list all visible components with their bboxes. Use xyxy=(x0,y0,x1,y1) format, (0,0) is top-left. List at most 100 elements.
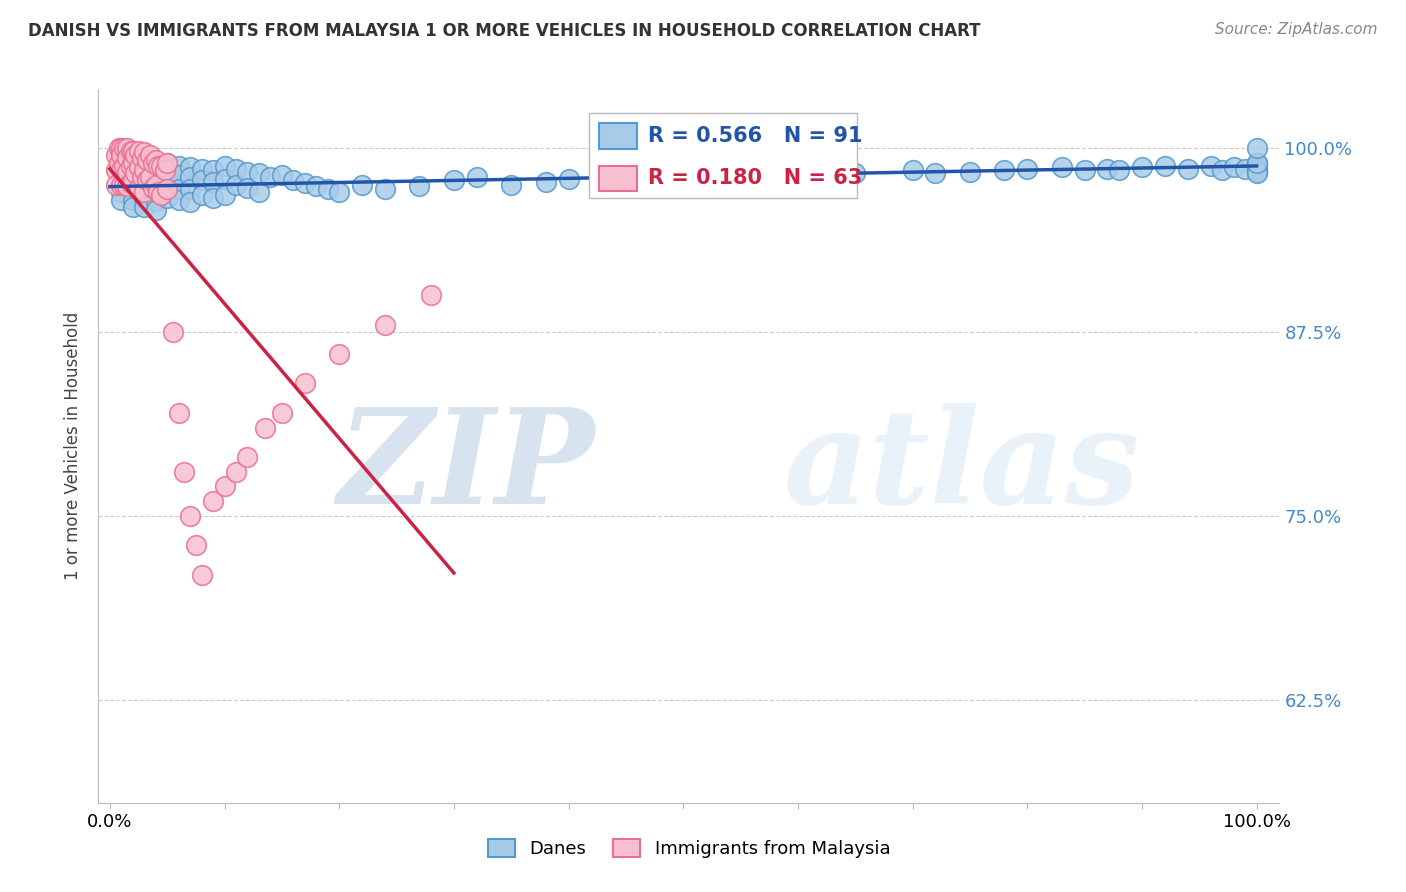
Point xyxy=(104,148,127,162)
Point xyxy=(1050,160,1073,174)
Text: atlas: atlas xyxy=(783,403,1140,532)
Point xyxy=(1246,166,1268,180)
Point xyxy=(420,288,443,302)
Point xyxy=(134,182,156,196)
Point xyxy=(135,173,157,187)
Point xyxy=(924,166,946,180)
Point xyxy=(190,188,212,202)
Point xyxy=(1246,141,1268,155)
FancyBboxPatch shape xyxy=(599,166,637,191)
Point xyxy=(247,185,270,199)
Point xyxy=(184,538,207,552)
Point xyxy=(145,185,167,199)
Point xyxy=(534,175,557,189)
Point xyxy=(1108,163,1130,178)
Point xyxy=(120,177,142,191)
Point xyxy=(121,193,143,207)
Point xyxy=(465,170,488,185)
Point xyxy=(236,164,259,178)
Point xyxy=(145,202,167,217)
Point xyxy=(1246,159,1268,173)
Point xyxy=(374,182,396,196)
Point xyxy=(110,148,132,162)
Point xyxy=(352,178,374,192)
Point xyxy=(179,508,201,523)
Point xyxy=(1199,159,1222,173)
Point xyxy=(108,141,131,155)
Point xyxy=(121,185,143,199)
Point xyxy=(259,170,281,185)
Point xyxy=(993,163,1015,178)
Point xyxy=(236,450,259,464)
Point xyxy=(374,318,396,332)
Point xyxy=(901,163,924,178)
Point xyxy=(124,166,146,180)
Point xyxy=(145,194,167,208)
Point xyxy=(104,178,127,192)
Text: Source: ZipAtlas.com: Source: ZipAtlas.com xyxy=(1215,22,1378,37)
Point xyxy=(1222,160,1244,174)
Point xyxy=(179,170,201,185)
Point xyxy=(247,166,270,180)
Point xyxy=(294,177,316,191)
Point xyxy=(124,148,146,162)
Point xyxy=(844,166,866,180)
Point xyxy=(145,178,167,192)
Point xyxy=(1177,161,1199,176)
Point xyxy=(112,141,135,155)
Point xyxy=(121,200,143,214)
Text: R = 0.566   N = 91: R = 0.566 N = 91 xyxy=(648,126,862,146)
Point xyxy=(134,200,156,214)
Point xyxy=(253,420,276,434)
Point xyxy=(730,168,752,182)
Point xyxy=(1073,163,1095,178)
Point xyxy=(145,153,167,167)
Point xyxy=(121,155,143,169)
Point xyxy=(173,465,195,479)
Point xyxy=(156,155,179,169)
Point xyxy=(108,155,131,169)
Point xyxy=(202,175,225,189)
Point xyxy=(236,181,259,195)
Point xyxy=(225,161,247,176)
Point xyxy=(110,185,132,199)
Point xyxy=(146,185,169,199)
Point xyxy=(190,173,212,187)
Point xyxy=(328,347,350,361)
Point xyxy=(1130,160,1153,174)
Point xyxy=(557,172,579,186)
Point xyxy=(179,195,201,210)
Point xyxy=(316,182,339,196)
Point xyxy=(328,185,350,199)
Point xyxy=(146,159,169,173)
Point xyxy=(1097,161,1119,176)
Point xyxy=(150,159,173,173)
Point xyxy=(156,182,179,196)
Point xyxy=(131,152,153,166)
Point xyxy=(501,178,523,192)
Point xyxy=(134,191,156,205)
Text: ZIP: ZIP xyxy=(337,403,595,532)
Point xyxy=(145,159,167,173)
Point xyxy=(283,173,305,187)
Point xyxy=(214,479,236,493)
Point xyxy=(408,179,430,194)
Point xyxy=(202,494,225,508)
Point xyxy=(225,465,247,479)
FancyBboxPatch shape xyxy=(599,123,637,149)
Point xyxy=(120,144,142,158)
Point xyxy=(134,173,156,187)
Point xyxy=(1153,159,1175,173)
Point xyxy=(270,168,292,182)
Point xyxy=(179,160,201,174)
Point xyxy=(179,182,201,196)
Point xyxy=(115,152,138,166)
Point xyxy=(156,191,179,205)
Point xyxy=(1246,155,1268,169)
Point xyxy=(134,163,156,178)
Text: DANISH VS IMMIGRANTS FROM MALAYSIA 1 OR MORE VEHICLES IN HOUSEHOLD CORRELATION C: DANISH VS IMMIGRANTS FROM MALAYSIA 1 OR … xyxy=(28,22,980,40)
Point xyxy=(786,164,808,178)
Point xyxy=(202,191,225,205)
Legend: Danes, Immigrants from Malaysia: Danes, Immigrants from Malaysia xyxy=(481,831,897,865)
Point xyxy=(1234,161,1257,176)
